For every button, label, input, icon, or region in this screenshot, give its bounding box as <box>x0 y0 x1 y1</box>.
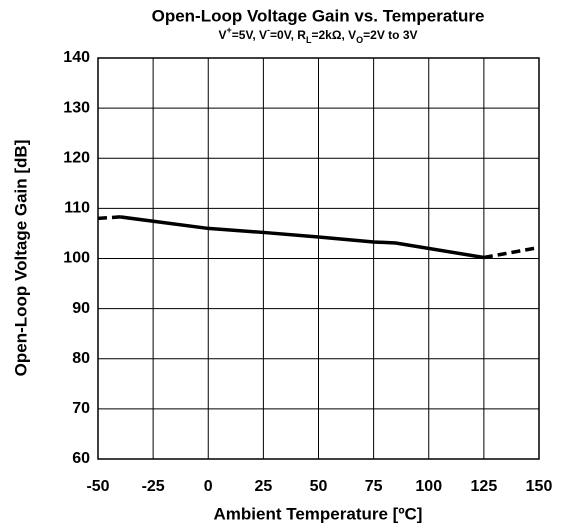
subtitle-part: =5V, V <box>232 28 267 42</box>
y-tick-label: 120 <box>63 149 90 166</box>
plot-frame <box>97 57 540 460</box>
y-tick-label: 110 <box>64 200 90 217</box>
data-line <box>97 215 540 260</box>
x-tick-label: 50 <box>310 478 328 495</box>
chart-title: Open-Loop Voltage Gain vs. Temperature <box>152 6 485 25</box>
x-tick-label: 0 <box>204 478 213 495</box>
y-tick-label: 130 <box>63 99 90 116</box>
x-tick-label: 150 <box>526 478 553 495</box>
subtitle-part: V <box>219 28 227 42</box>
subtitle-part: - <box>267 25 270 35</box>
y-tick-label: 100 <box>63 250 90 267</box>
subtitle-part: =0V, R <box>270 28 306 42</box>
y-tick-label: 90 <box>72 300 90 317</box>
y-tick-label: 140 <box>63 49 90 66</box>
y-tick-label: 70 <box>72 400 90 417</box>
subtitle-part: L <box>306 35 312 45</box>
data-line <box>119 215 485 260</box>
y-axis-label: Open-Loop Voltage Gain [dB] <box>11 140 30 377</box>
subtitle-part: O <box>356 35 363 45</box>
x-axis-label: Ambient Temperature [ºC] <box>214 504 423 523</box>
x-tick-label: -25 <box>142 478 165 495</box>
y-tick-label: 80 <box>72 350 90 367</box>
x-tick-label: 125 <box>471 478 498 495</box>
subtitle-part: =2V to 3V <box>363 28 417 42</box>
y-tick-label: 60 <box>72 450 90 467</box>
x-tick-label: 100 <box>415 478 442 495</box>
chart-subtitle: V+=5V, V-=0V, RL=2kΩ, VO=2V to 3V <box>219 25 418 45</box>
subtitle-part: =2kΩ, V <box>311 28 356 42</box>
x-tick-label: 25 <box>254 478 272 495</box>
subtitle-part: + <box>227 25 232 35</box>
x-tick-label: -50 <box>86 478 109 495</box>
x-tick-label: 75 <box>365 478 383 495</box>
